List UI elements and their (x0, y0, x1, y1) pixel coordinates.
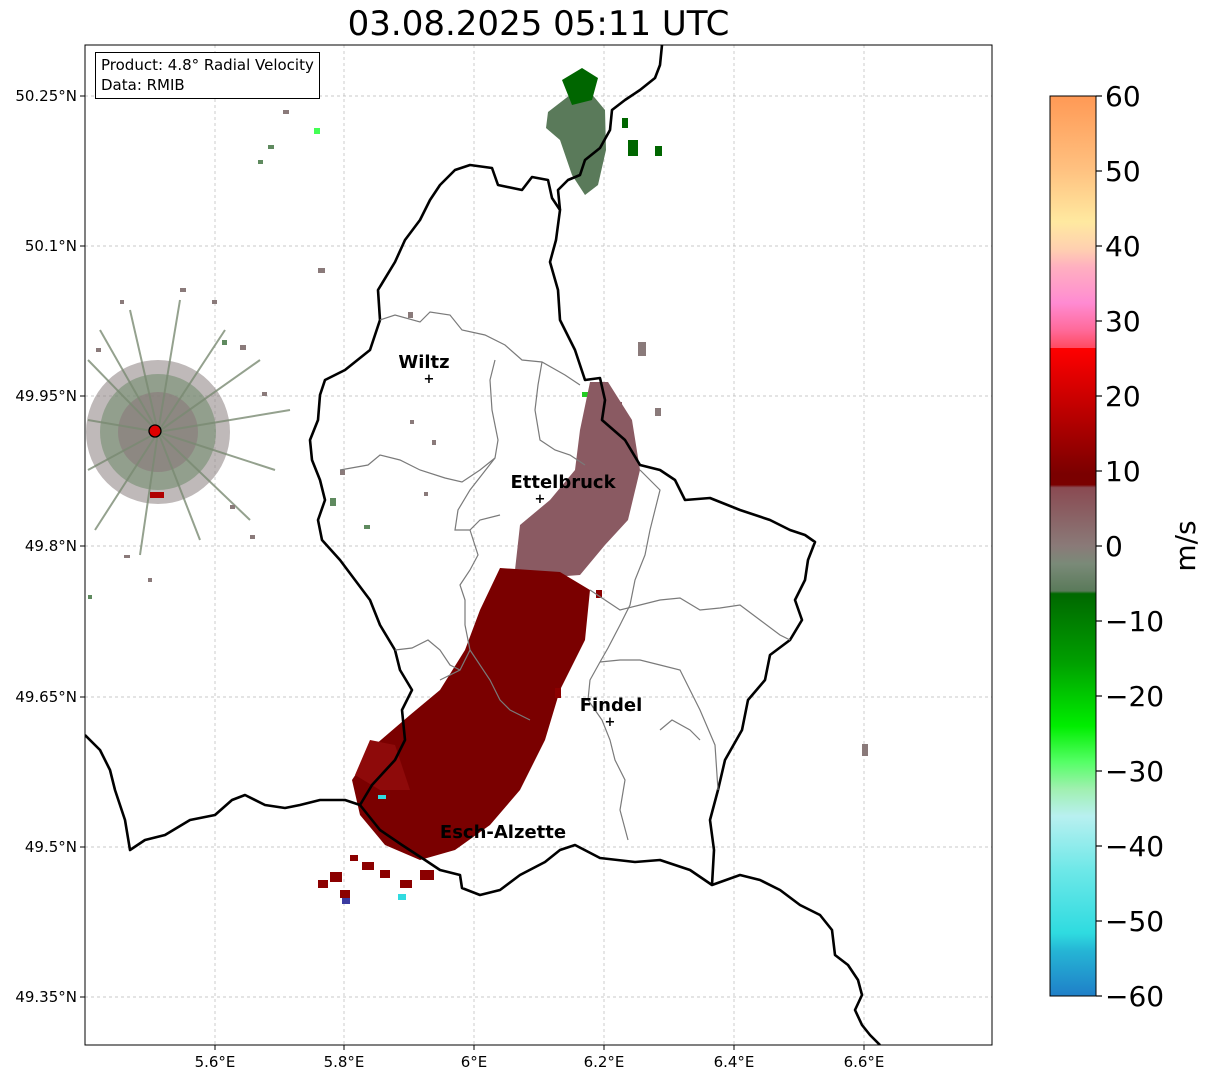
city-label-findel: Findel (580, 695, 643, 716)
y-tick-label: 49.95°N (15, 387, 77, 405)
x-tick-label: 6.6°E (844, 1053, 885, 1071)
x-tick-label: 6°E (461, 1053, 488, 1071)
outbound-echo-band (318, 568, 602, 904)
canton-boundaries (339, 311, 791, 841)
product-info-box: Product: 4.8° Radial Velocity Data: RMIB (95, 52, 320, 99)
colorbar-gradient (1049, 95, 1097, 997)
colorbar-tick: 10 (1105, 455, 1141, 488)
colorbar-tick: 30 (1105, 305, 1141, 338)
city-marker-ettelbruck: + (535, 492, 546, 507)
data-source-label: Data: RMIB (101, 76, 185, 94)
colorbar-tick: −20 (1105, 680, 1164, 713)
x-tick-label: 5.6°E (195, 1053, 236, 1071)
inbound-echo-north (546, 68, 662, 195)
colorbar-tick: −60 (1105, 980, 1164, 1013)
colorbar-tick: 60 (1105, 80, 1141, 113)
colorbar: 60 50 40 30 20 10 0 −10 −20 −30 −40 −50 … (1049, 80, 1202, 1013)
city-ettelbruck: Ettelbruck + (510, 472, 616, 507)
colorbar-tick: −30 (1105, 755, 1164, 788)
radar-site-marker (148, 424, 162, 438)
colorbar-tick: 50 (1105, 155, 1141, 188)
map-frame (84, 44, 993, 1046)
y-axis-ticks: 50.25°N 50.1°N 49.95°N 49.8°N 49.65°N 49… (15, 87, 85, 1006)
map-title: 03.08.2025 05:11 UTC (347, 4, 730, 44)
colorbar-tick: 40 (1105, 230, 1141, 263)
city-esch-alzette: Esch-Alzette (440, 822, 566, 843)
city-wiltz: Wiltz + (398, 352, 449, 387)
colorbar-tick: 20 (1105, 380, 1141, 413)
city-marker-findel: + (605, 715, 616, 730)
y-tick-label: 49.5°N (25, 838, 77, 856)
colorbar-tick: −40 (1105, 830, 1164, 863)
colorbar-tick: 0 (1105, 530, 1123, 563)
colorbar-tick: −10 (1105, 605, 1164, 638)
country-borders (85, 45, 881, 1045)
city-label-esch-alzette: Esch-Alzette (440, 822, 566, 843)
colorbar-label: m/s (1169, 520, 1202, 571)
colorbar-tick: −50 (1105, 905, 1164, 938)
city-findel: Findel + (580, 695, 643, 730)
y-tick-label: 49.35°N (15, 988, 77, 1006)
gridlines (85, 45, 992, 1045)
y-tick-label: 50.1°N (25, 237, 77, 255)
product-label: Product: 4.8° Radial Velocity (101, 56, 314, 74)
x-tick-label: 5.8°E (324, 1053, 365, 1071)
x-axis-ticks: 5.6°E 5.8°E 6°E 6.2°E 6.4°E 6.6°E (195, 1045, 885, 1071)
y-tick-label: 49.65°N (15, 688, 77, 706)
y-tick-label: 50.25°N (15, 87, 77, 105)
city-label-wiltz: Wiltz (398, 352, 449, 373)
x-tick-label: 6.4°E (714, 1053, 755, 1071)
city-marker-wiltz: + (424, 372, 435, 387)
y-tick-label: 49.8°N (25, 537, 77, 555)
city-label-ettelbruck: Ettelbruck (510, 472, 616, 493)
x-tick-label: 6.2°E (584, 1053, 625, 1071)
near-zero-echo-band (515, 382, 640, 578)
